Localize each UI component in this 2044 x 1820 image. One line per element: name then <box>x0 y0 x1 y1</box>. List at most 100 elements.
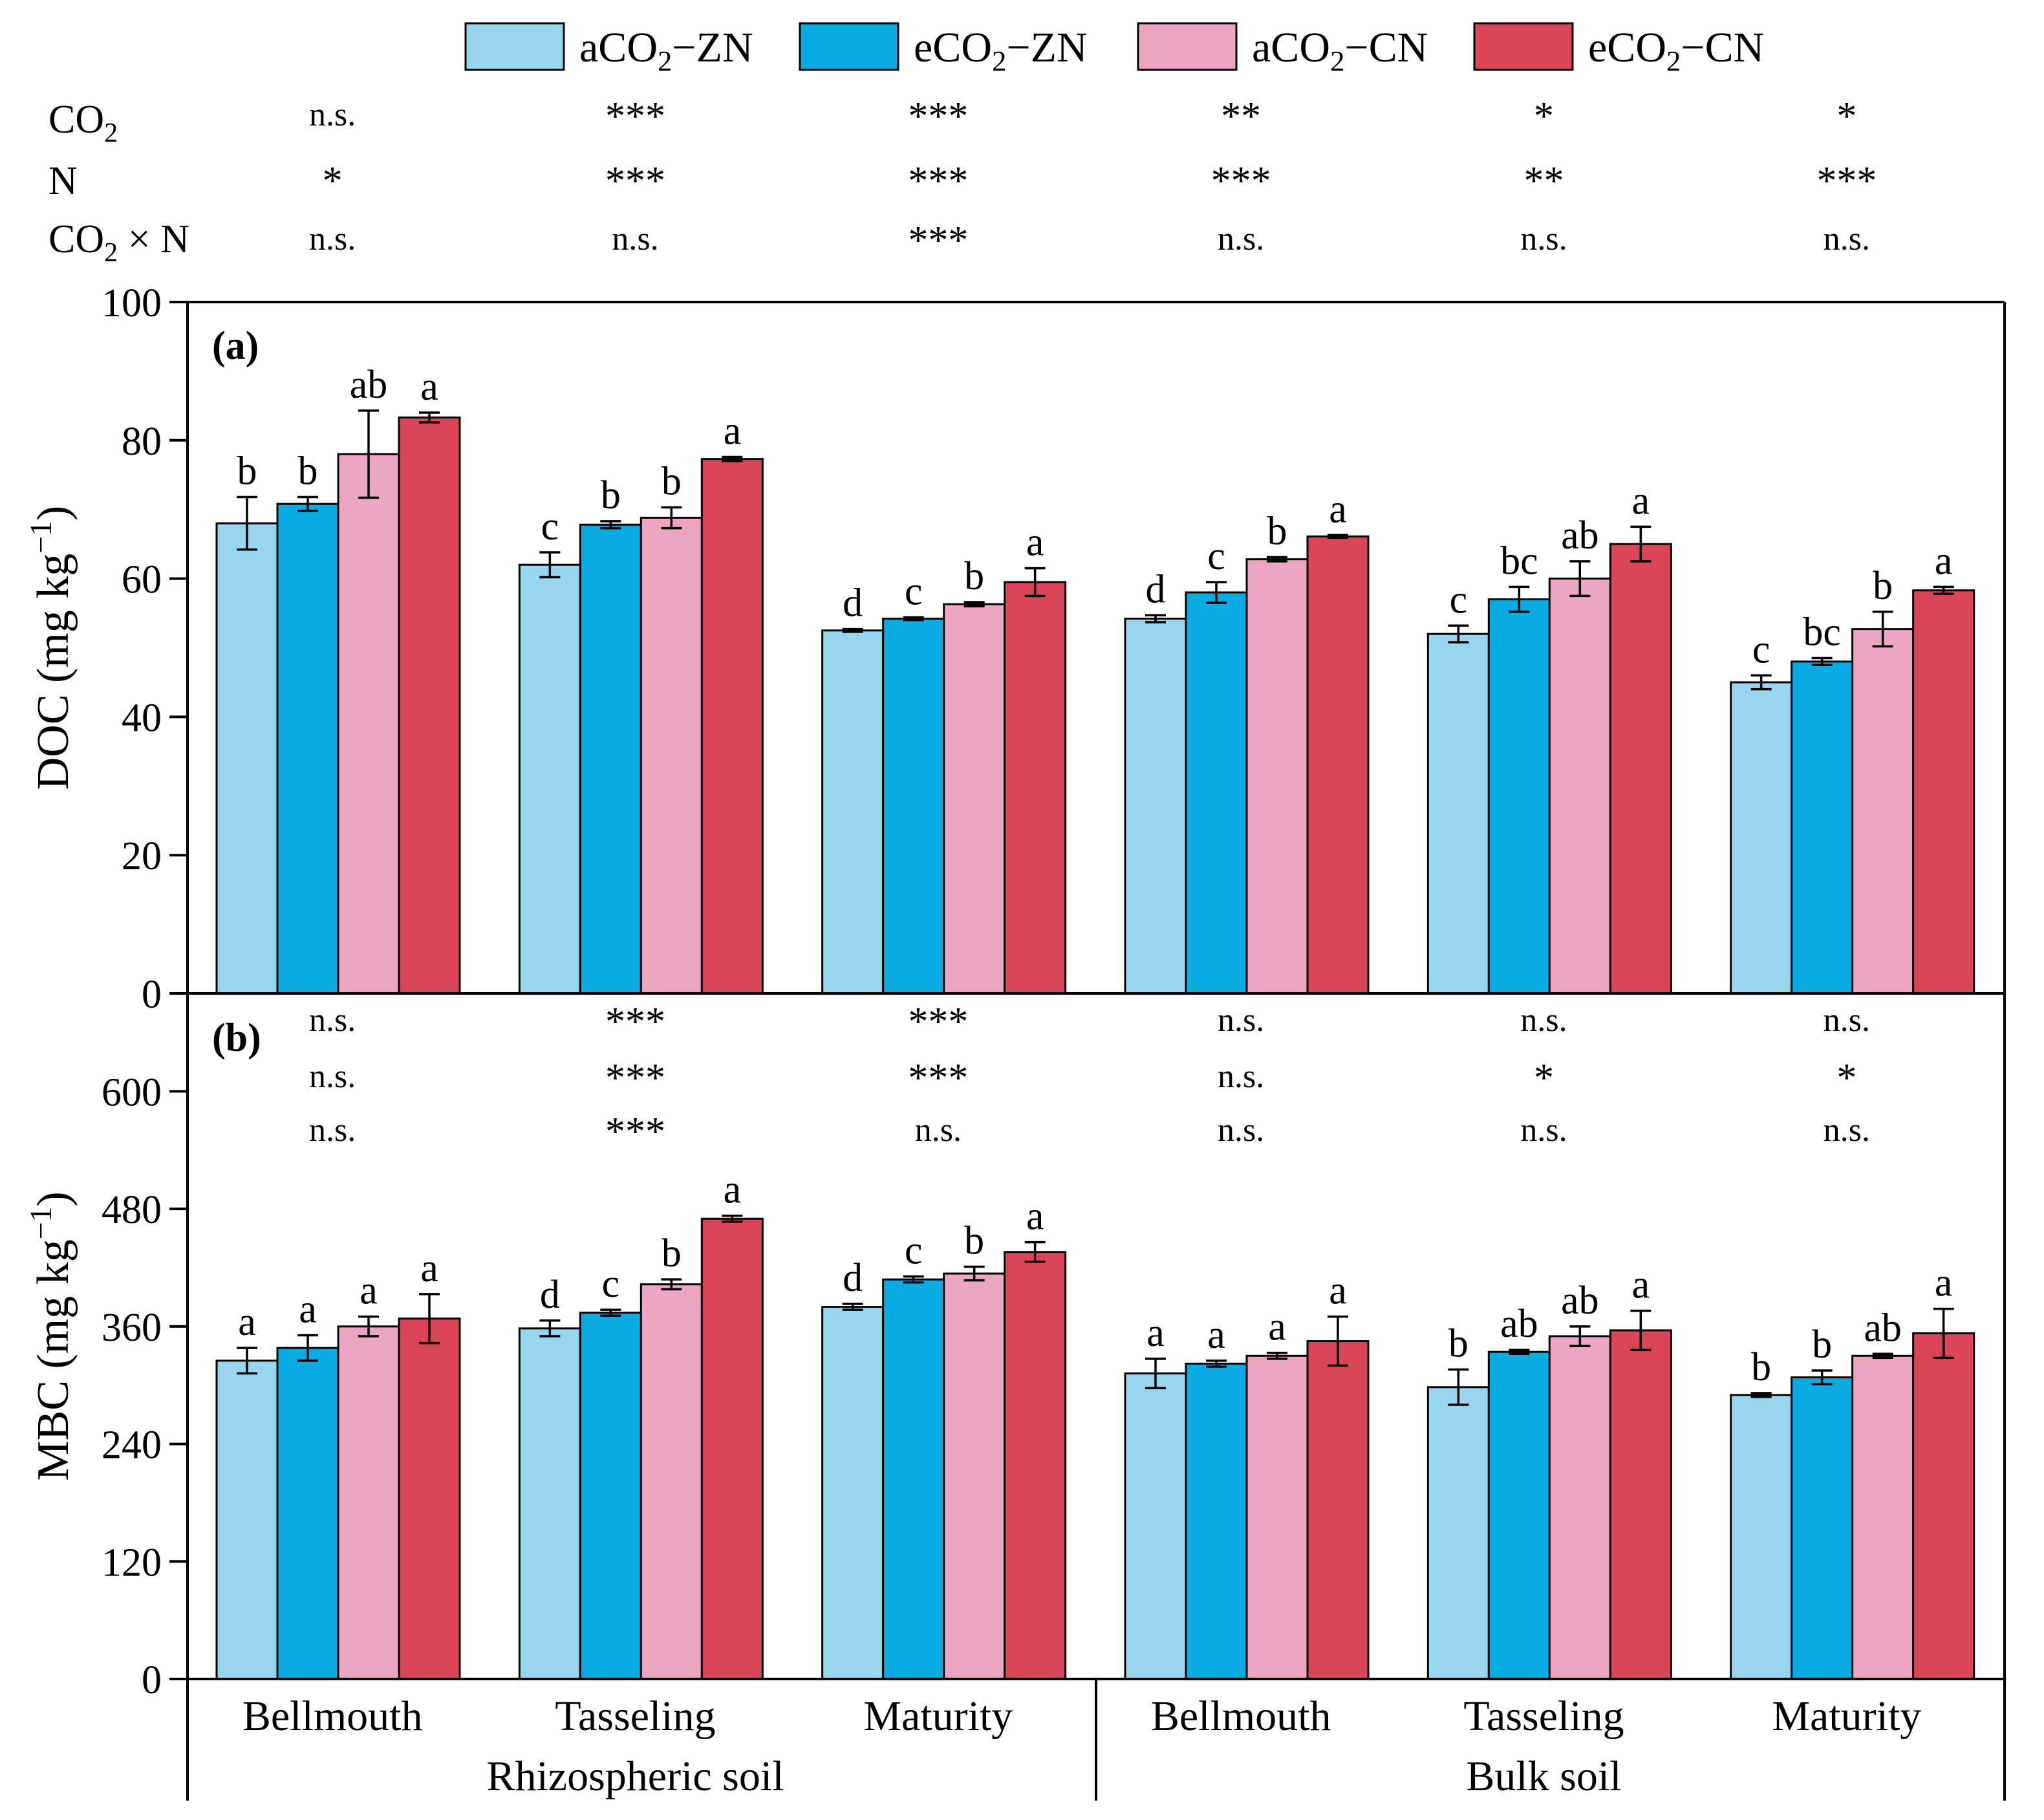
panel-b-significance-letter: ab <box>1561 1279 1599 1323</box>
x-category-label: Bellmouth <box>1151 1693 1331 1740</box>
panel-b-y-tick-label: 0 <box>142 1658 162 1702</box>
panel-a-significance-co2xn: n.s. <box>612 221 658 257</box>
panel-b-significance-letter: a <box>1935 1261 1953 1305</box>
x-category-label: Maturity <box>1772 1693 1921 1740</box>
panel-b-y-axis-title-suffix: ) <box>28 1191 78 1206</box>
panel-b-significance-co2xn: n.s. <box>915 1112 962 1149</box>
panel-a-bar <box>1426 633 1490 995</box>
panel-a-y-axis-title: DOC (mg kg−1) <box>25 506 78 790</box>
panel-a-significance-letter: a <box>1632 479 1650 523</box>
panel-a-bar <box>1791 660 1854 995</box>
factor-label-co2-sub: 2 <box>104 118 118 148</box>
panel-b-bar <box>579 1312 642 1680</box>
panel-a-bar <box>276 503 339 995</box>
legend-label-1-suffix: −ZN <box>672 24 753 71</box>
panel-b-bar <box>398 1317 461 1680</box>
legend-label-1-sub: 2 <box>658 45 672 77</box>
panel-a-bar <box>579 523 642 995</box>
panel-b-y-axis-title-sup: −1 <box>25 1207 58 1240</box>
panel-a-y-axis-title-main: DOC (mg kg <box>28 554 78 790</box>
panel-a-bar <box>821 629 885 995</box>
panel-b-bar <box>1548 1335 1611 1680</box>
panel-b-bar <box>276 1347 339 1680</box>
panel-b-y-tick-label: 600 <box>102 1070 162 1114</box>
panel-a-significance-letter: b <box>237 449 257 493</box>
panel-b-significance-n: *** <box>605 1056 665 1100</box>
panel-a-bar <box>1306 535 1370 995</box>
panel-b-bar <box>1306 1340 1370 1680</box>
panel-b-significance-letter: b <box>1812 1323 1832 1367</box>
panel-a-significance-letter: bc <box>1500 539 1538 583</box>
panel-b-bar <box>640 1283 703 1680</box>
panel-a-significance-letter: c <box>1207 534 1225 578</box>
panel-b-significance-letter: c <box>602 1262 620 1306</box>
panel-b-bar <box>1124 1372 1187 1680</box>
legend-label-4-main: eCO <box>1588 24 1666 71</box>
x-category-label: Tasseling <box>1463 1693 1624 1740</box>
panel-a-significance-letter: a <box>724 409 742 453</box>
panel-b-bar <box>1004 1251 1067 1680</box>
panel-b-significance-co2: n.s. <box>309 1002 356 1039</box>
panel-b-label: (b) <box>212 1016 261 1060</box>
factor-label-co2xn: CO2 × N <box>48 217 189 268</box>
x-category-label: Bellmouth <box>242 1693 423 1740</box>
panel-b-significance-co2: n.s. <box>1823 1002 1870 1039</box>
panel-b-significance-n: n.s. <box>1218 1058 1264 1095</box>
panel-b-significance-letter: ab <box>1864 1306 1902 1350</box>
panel-a-significance-co2: *** <box>605 94 665 138</box>
panel-a-significance-n: *** <box>605 159 665 203</box>
panel-b-significance-co2: n.s. <box>1218 1002 1264 1039</box>
panel-b-significance-letter: d <box>843 1256 863 1300</box>
panel-a-significance-co2: *** <box>908 94 968 138</box>
panel-b-significance-co2: *** <box>605 1000 665 1044</box>
legend-label-2: eCO2−ZN <box>914 24 1088 77</box>
legend-label-4-sub: 2 <box>1666 45 1681 77</box>
legend-label-3: aCO2−CN <box>1252 24 1428 77</box>
panel-a-y-axis-title-suffix: ) <box>28 506 78 521</box>
panel-a-significance-n: *** <box>1816 159 1877 203</box>
panel-a-bar <box>882 618 945 995</box>
panel-b-significance-co2xn: n.s. <box>1823 1112 1870 1149</box>
panel-a-label: (a) <box>212 324 259 368</box>
panel-a-significance-letter: ab <box>1561 514 1599 558</box>
panel-b-bar <box>1487 1350 1551 1680</box>
panel-a-significance-n: *** <box>908 159 968 203</box>
panel-a-bar <box>337 453 400 995</box>
panel-b-bar <box>215 1360 279 1680</box>
factor-label-co2xn-suffix: × N <box>118 217 189 261</box>
panel-a-bar <box>398 417 461 995</box>
panel-a-significance-letter: b <box>964 554 984 598</box>
panel-b-significance-co2xn: n.s. <box>1520 1112 1567 1149</box>
panel-a-y-tick-label: 80 <box>122 420 162 464</box>
panel-b-y-tick-label: 240 <box>102 1424 162 1468</box>
panel-a-y-axis-title-sup: −1 <box>25 521 58 554</box>
panel-a-significance-letter: bc <box>1803 611 1841 655</box>
panel-a-bar <box>215 522 279 995</box>
panel-b-significance-letter: a <box>1268 1305 1286 1349</box>
panel-b-significance-letter: ab <box>1500 1302 1538 1346</box>
x-category-label: Tasseling <box>555 1693 715 1740</box>
panel-b-bar <box>1245 1354 1309 1680</box>
panel-a-significance-n: *** <box>1211 159 1271 203</box>
panel-b-significance-letter: a <box>1026 1195 1044 1239</box>
panel-b-bar <box>882 1278 945 1680</box>
x-category-label: Maturity <box>863 1693 1013 1740</box>
panel-b-significance-letter: a <box>299 1287 317 1331</box>
panel-b-significance-letter: c <box>905 1229 923 1273</box>
panel-b-bar <box>1185 1362 1248 1680</box>
legend-label-4: eCO2−CN <box>1588 24 1764 77</box>
panel-a-significance-co2: * <box>1534 94 1554 138</box>
panel-a-bar <box>1124 618 1187 995</box>
panel-a-bar <box>943 603 1006 995</box>
panel-a-significance-letter: b <box>1873 564 1893 608</box>
panel-a-bar <box>1245 558 1309 995</box>
panel-a-significance-letter: c <box>1752 627 1770 671</box>
panel-a-significance-co2xn: n.s. <box>309 221 356 257</box>
panel-a-y-tick-label: 100 <box>102 281 162 325</box>
panel-b-bar <box>337 1325 400 1680</box>
panel-b-significance-co2xn: *** <box>605 1110 665 1154</box>
panel-a-y-tick-label: 0 <box>142 973 162 1017</box>
panel-a-bar <box>640 517 703 995</box>
panel-b-significance-co2: n.s. <box>1520 1002 1567 1039</box>
